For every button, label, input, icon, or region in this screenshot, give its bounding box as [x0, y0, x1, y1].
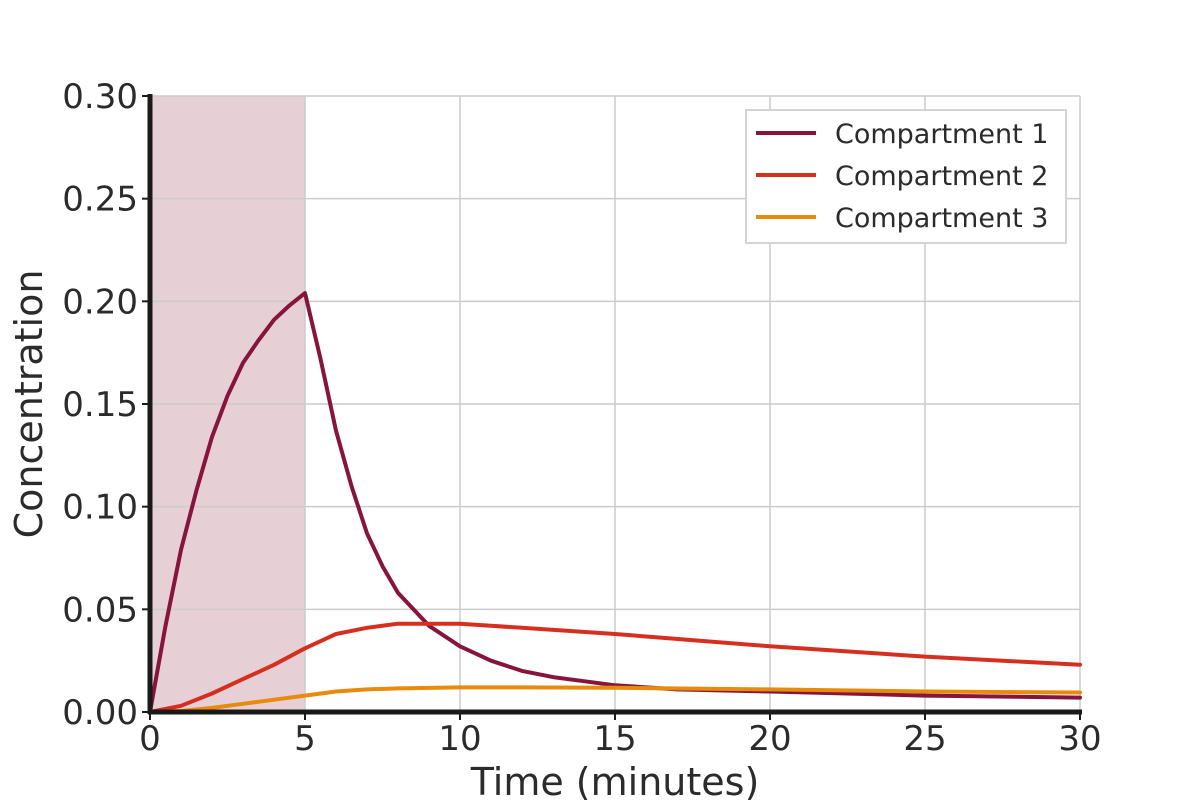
x-tick-label: 5	[294, 719, 316, 759]
tick-label-layer: 0 5 10 15 20 25 30 0.00 0.05 0.10 0.15 0.20 0.25 0.30	[62, 77, 1101, 759]
x-axis-label: Time (minutes)	[470, 760, 760, 800]
series-line-compartment-2	[148, 621, 1082, 714]
x-tick-label: 25	[903, 719, 946, 759]
series-line-compartment-3	[148, 685, 1082, 714]
x-tick-label: 20	[748, 719, 791, 759]
x-tick-label: 0	[139, 719, 161, 759]
legend: Compartment 1 Compartment 2 Compartment …	[745, 109, 1067, 244]
x-tick-label: 30	[1058, 719, 1101, 759]
y-tick-label: 0.15	[62, 385, 138, 425]
y-axis-label: Concentration	[7, 270, 51, 539]
legend-label-compartment-3: Compartment 3	[835, 203, 1048, 234]
x-tick-label: 10	[438, 719, 481, 759]
y-tick-label: 0.05	[62, 590, 138, 630]
y-tick-label: 0.00	[62, 693, 138, 733]
legend-label-compartment-1: Compartment 1	[835, 119, 1048, 150]
legend-label-compartment-2: Compartment 2	[835, 161, 1048, 192]
series-layer	[148, 291, 1082, 714]
y-tick-label: 0.30	[62, 77, 138, 117]
y-tick-label: 0.20	[62, 282, 138, 322]
x-tick-label: 15	[593, 719, 636, 759]
y-tick-label: 0.10	[62, 488, 138, 528]
series-line-compartment-1	[148, 291, 1082, 714]
y-tick-label: 0.25	[62, 180, 138, 220]
